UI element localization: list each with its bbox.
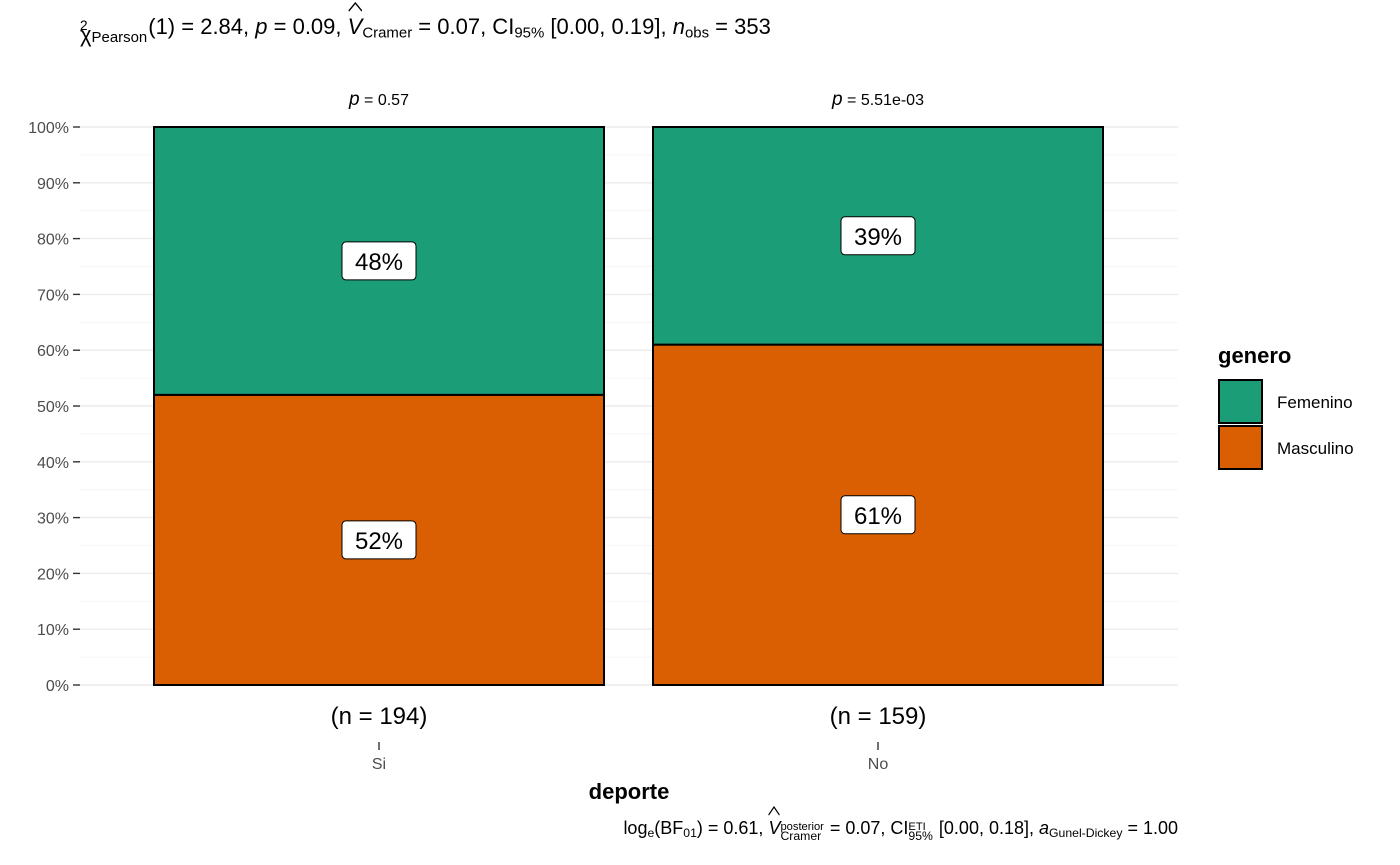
y-tick-label: 90% (37, 176, 69, 193)
legend-title: genero (1218, 343, 1291, 368)
bar-label-box (840, 216, 916, 256)
y-tick-label: 20% (37, 566, 69, 583)
bar-label: 61% (854, 503, 902, 530)
chi-subscript: Pearson (91, 28, 148, 46)
bf-subscript: 01 (683, 826, 697, 841)
x-axis: (n = 194) Si (n = 159) No (331, 703, 927, 773)
ci-value: [0.00, 0.18], (933, 818, 1039, 838)
p-value-text: = 0.57 (360, 92, 409, 109)
y-tick-label: 100% (28, 120, 69, 137)
chi-value: (1) = 2.84, (148, 14, 256, 39)
hat-icon (768, 806, 781, 816)
y-tick-label: 50% (37, 399, 69, 416)
p-value-text: = 5.51e-03 (843, 92, 925, 109)
n-symbol: n (672, 14, 685, 39)
legend-swatch-femenino (1218, 379, 1263, 424)
hat-icon (347, 2, 362, 12)
legend-swatch-masculino (1218, 425, 1263, 470)
v-value: = 0.07, CI (412, 14, 515, 39)
log-text: log (623, 818, 648, 838)
v-superscript: posterior (780, 821, 824, 834)
v-hat-symbol: V (347, 2, 363, 40)
bar-label: 39% (854, 224, 902, 251)
ci-value: [0.00, 0.19], (544, 14, 673, 39)
x-tick-label: Si (372, 756, 386, 773)
y-tick-label: 30% (37, 511, 69, 528)
bar-label-box (840, 495, 916, 535)
p-symbol: p (255, 14, 268, 39)
bar-labels: 52% 48% p = 0.57 61% 39% p = 5.51e-03 (341, 89, 924, 560)
category-count: (n = 194) (331, 703, 428, 730)
bf-text: (BF (654, 818, 684, 838)
n-subscript: obs (684, 24, 710, 42)
ci-subscript: 95% (908, 829, 933, 844)
category-count: (n = 159) (830, 703, 927, 730)
v-hat-symbol-posterior: V (768, 806, 781, 839)
ci-subscript: 95% (514, 24, 545, 42)
y-tick-label: 40% (37, 455, 69, 472)
y-axis: 0% 10% 20% 30% 40% 50% 60% 70% 80% 90% 100% (28, 120, 80, 695)
a-symbol: a (1039, 818, 1050, 838)
bar-label-box (341, 241, 417, 281)
legend: genero Femenino Masculino (1218, 343, 1354, 470)
chi-letter: χ (80, 21, 92, 47)
v-letter: V (768, 818, 781, 838)
v-scripts: posterior Cramer (780, 821, 824, 844)
bar-label: 52% (355, 528, 403, 555)
stats-subtitle: 2 χPearson (1) = 2.84, p = 0.09, VCramer =… (80, 2, 771, 47)
legend-label-masculino: Masculino (1277, 439, 1354, 458)
a-subscript: Gunel-Dickey (1049, 826, 1123, 841)
n-value: = 353 (709, 14, 771, 39)
bar-label: 48% (355, 249, 403, 276)
ci-scripts: ETI 95% (908, 821, 933, 844)
y-tick-label: 0% (46, 678, 69, 695)
v-subscript: Cramer (780, 829, 822, 844)
y-tick-label: 60% (37, 343, 69, 360)
bf-value: ) = 0.61, (696, 818, 769, 838)
p-value: = 0.09, (267, 14, 348, 39)
chi-symbol: 2 χPearson (80, 17, 148, 47)
ci-superscript: ETI (908, 821, 926, 834)
v-letter: V (347, 14, 363, 39)
log-subscript: e (647, 826, 655, 841)
v-value: = 0.07, CI (824, 818, 909, 838)
category-pvalue: p = 0.57 (348, 89, 409, 110)
x-axis-title: deporte (589, 779, 670, 804)
category-pvalue: p = 5.51e-03 (831, 89, 924, 110)
y-tick-label: 70% (37, 287, 69, 304)
p-symbol: p (831, 89, 843, 110)
y-tick-label: 80% (37, 232, 69, 249)
p-symbol: p (348, 89, 360, 110)
v-subscript: Cramer (362, 24, 413, 42)
bar-label-box (341, 520, 417, 560)
x-tick-label: No (868, 756, 889, 773)
legend-label-femenino: Femenino (1277, 393, 1353, 412)
chi-superscript: 2 (80, 17, 88, 33)
y-tick-label: 10% (37, 622, 69, 639)
a-value: = 1.00 (1122, 818, 1178, 838)
